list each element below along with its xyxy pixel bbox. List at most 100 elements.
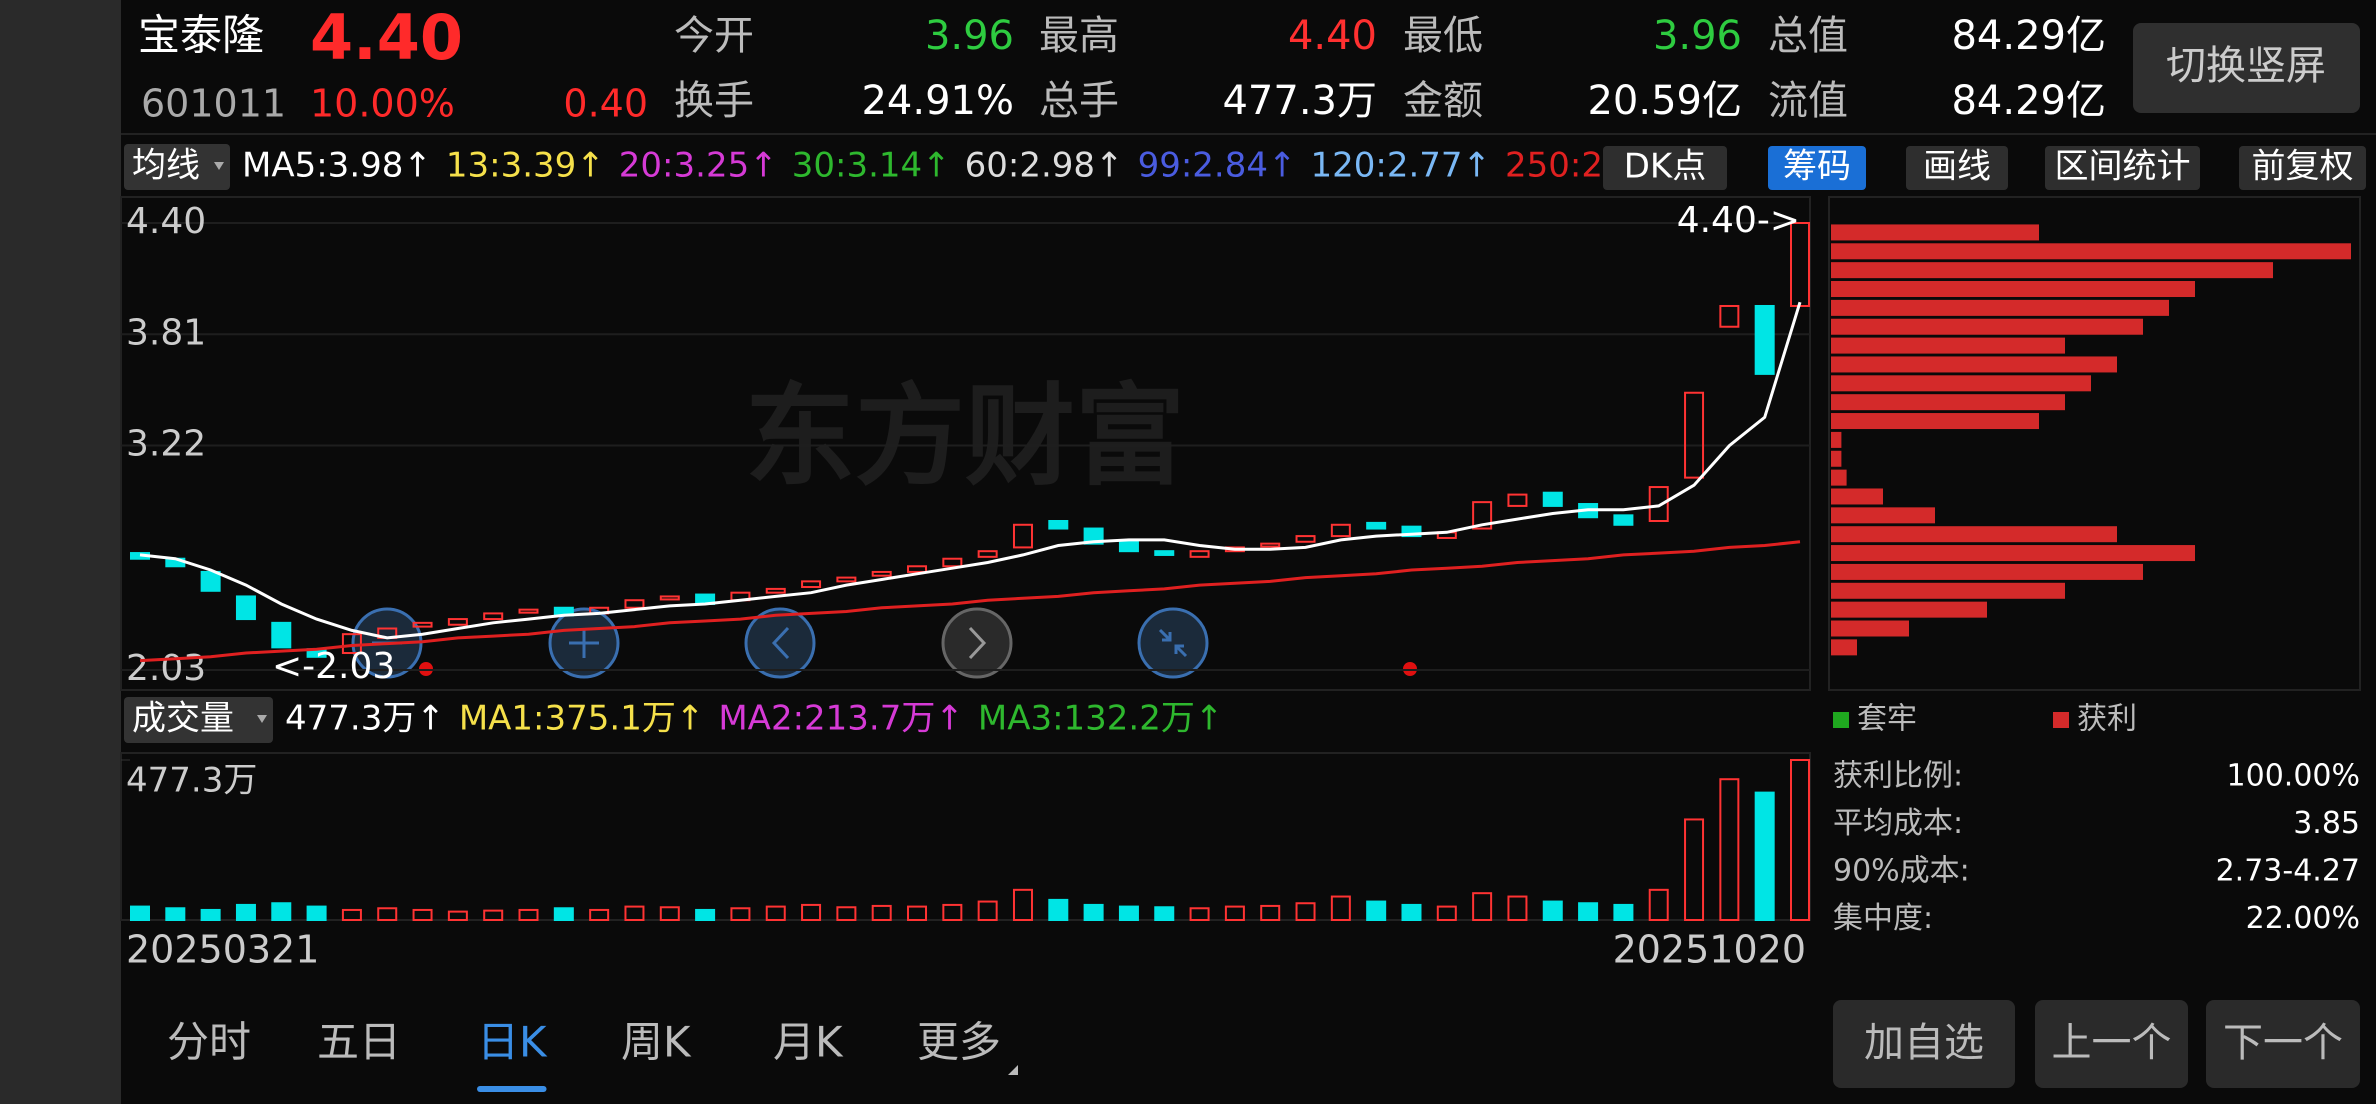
y-tick-label: 3.81 bbox=[126, 312, 206, 353]
volume-bar bbox=[624, 905, 645, 922]
tab[interactable]: 日K bbox=[477, 1018, 548, 1067]
action-button-label[interactable]: 下一个 bbox=[2223, 1020, 2343, 1066]
candle bbox=[1542, 491, 1563, 507]
chip-bar bbox=[1831, 639, 1857, 656]
stat-value: 84.29亿 bbox=[1951, 78, 2106, 124]
volume-bar bbox=[130, 905, 150, 922]
chip-bar bbox=[1831, 224, 2039, 241]
stock-price: 4.40 bbox=[310, 1, 463, 74]
change-pct: 10.00% bbox=[310, 82, 455, 126]
action-button-label[interactable]: 加自选 bbox=[1864, 1020, 1984, 1066]
volume-bar bbox=[1295, 902, 1316, 922]
candle bbox=[1189, 550, 1210, 558]
chip-bar bbox=[1831, 582, 2065, 599]
toolbar-button[interactable] bbox=[2045, 146, 2200, 190]
stock-code: 601011 bbox=[141, 82, 286, 126]
volume-bar bbox=[1083, 903, 1104, 922]
volume-bar bbox=[1118, 905, 1139, 922]
candle bbox=[447, 618, 468, 626]
candle bbox=[1472, 501, 1493, 530]
stat-label: 总手 bbox=[1039, 78, 1119, 124]
change: 0.40 bbox=[563, 82, 648, 126]
volume-bar bbox=[518, 908, 539, 921]
volume-bar bbox=[1401, 903, 1422, 922]
collapse[interactable] bbox=[1137, 607, 1209, 679]
tab[interactable]: 分时 bbox=[167, 1018, 251, 1067]
stat-value: 3.96 bbox=[925, 13, 1014, 59]
legend-item: MA5:3.98↑ bbox=[242, 146, 432, 186]
legend-item: 60:2.98↑ bbox=[965, 146, 1124, 186]
action-button[interactable] bbox=[2035, 1000, 2188, 1088]
toolbar-button[interactable] bbox=[1906, 146, 2008, 190]
volume-bar bbox=[1542, 900, 1563, 922]
volume-tick-label: 477.3万 bbox=[126, 761, 257, 801]
icon bbox=[1158, 628, 1188, 658]
tab[interactable]: 五日 bbox=[317, 1018, 401, 1067]
selector[interactable] bbox=[124, 697, 273, 743]
orientation-button[interactable] bbox=[2133, 23, 2360, 113]
volume-bar bbox=[589, 908, 610, 921]
toolbar-button[interactable] bbox=[1603, 146, 1727, 190]
toolbar-button[interactable] bbox=[2239, 146, 2366, 190]
toolbar-button-label[interactable]: 区间统计 bbox=[2055, 147, 2191, 187]
volume-bar bbox=[412, 908, 433, 921]
candle bbox=[235, 595, 256, 621]
chip-bar bbox=[1831, 469, 1847, 486]
stock-name: 宝泰隆 bbox=[138, 11, 264, 60]
move-left[interactable] bbox=[744, 607, 816, 679]
watermark: 东方财富 bbox=[745, 372, 1185, 500]
volume-bar bbox=[483, 909, 504, 922]
selector-label[interactable]: 均线 bbox=[132, 146, 200, 186]
candle bbox=[624, 599, 645, 609]
action-button[interactable] bbox=[1833, 1000, 2015, 1088]
toolbar-button-label[interactable]: DK点 bbox=[1624, 147, 1706, 187]
ma-line bbox=[139, 301, 1802, 640]
stat-label: 流值 bbox=[1768, 78, 1848, 124]
orientation-button-label[interactable]: 切换竖屏 bbox=[2166, 43, 2326, 89]
chip-bar bbox=[1831, 356, 2117, 373]
candle bbox=[412, 621, 433, 628]
candle bbox=[871, 570, 892, 577]
chip-bar bbox=[1831, 526, 2117, 543]
legend-item: 99:2.84↑ bbox=[1138, 146, 1297, 186]
volume-bar bbox=[553, 907, 574, 921]
volume-bar bbox=[871, 904, 892, 921]
action-button[interactable] bbox=[2206, 1000, 2360, 1088]
candle bbox=[801, 580, 822, 589]
legend-item: 477.3万↑ bbox=[285, 699, 445, 739]
volume-bar bbox=[1048, 898, 1069, 921]
action-button-label[interactable]: 上一个 bbox=[2052, 1020, 2172, 1066]
tab[interactable]: 周K bbox=[621, 1018, 692, 1067]
candle bbox=[659, 595, 680, 601]
candle bbox=[271, 621, 292, 649]
stat-value: 3.96 bbox=[1653, 13, 1742, 59]
chip-bar bbox=[1831, 545, 2195, 562]
more-icon bbox=[1008, 1065, 1018, 1075]
volume-bar bbox=[765, 905, 786, 922]
x-tick-label: 20251020 bbox=[1613, 928, 1806, 972]
candle bbox=[1154, 550, 1175, 556]
volume-bar bbox=[1790, 759, 1810, 921]
toolbar-button-label[interactable]: 画线 bbox=[1923, 147, 1991, 187]
candle bbox=[518, 608, 539, 614]
volume-bar bbox=[1719, 778, 1740, 922]
selector-label[interactable]: 成交量 bbox=[132, 699, 234, 739]
selector[interactable] bbox=[124, 144, 230, 190]
volume-bar bbox=[942, 903, 963, 922]
stat-value: 477.3万 bbox=[1222, 78, 1377, 124]
chip-bar bbox=[1831, 507, 1935, 524]
candle bbox=[1507, 493, 1528, 507]
legend-item: MA2:213.7万↑ bbox=[718, 699, 964, 739]
toolbar-button-label[interactable]: 前复权 bbox=[2252, 147, 2354, 187]
chip-bar bbox=[1831, 318, 2143, 335]
volume-bar bbox=[1012, 888, 1033, 922]
toolbar-button-label[interactable]: 筹码 bbox=[1783, 147, 1851, 187]
legend-swatch bbox=[2053, 712, 2069, 728]
toolbar-button[interactable] bbox=[1768, 146, 1866, 190]
tab[interactable]: 月K bbox=[773, 1018, 844, 1067]
move-right[interactable] bbox=[941, 607, 1013, 679]
candle bbox=[1260, 542, 1281, 548]
tab[interactable]: 更多 bbox=[917, 1018, 1001, 1067]
chip-bar bbox=[1831, 337, 2065, 354]
